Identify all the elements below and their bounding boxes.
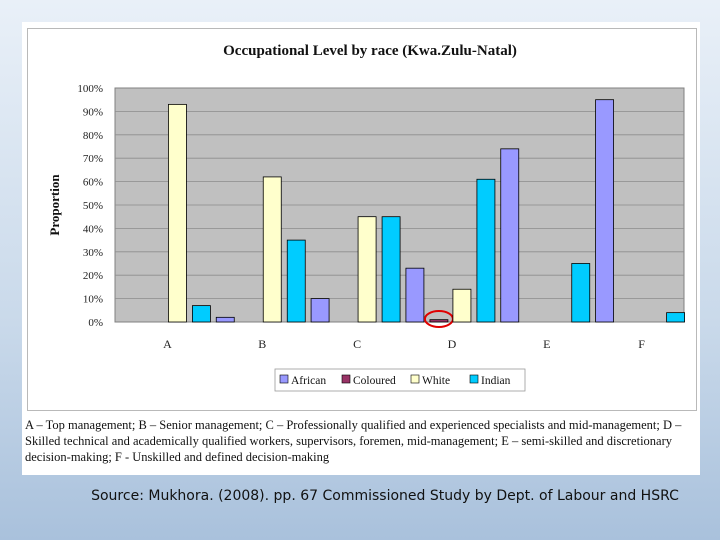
bar-african-D (405, 267, 425, 323)
legend-label-coloured: Coloured (353, 375, 396, 387)
bar-indian-A (192, 305, 211, 323)
legend-swatch-coloured (341, 374, 351, 384)
bar-indian-C (381, 216, 401, 323)
y-tick-label: 60% (83, 177, 103, 189)
y-tick-label: 90% (83, 106, 103, 118)
legend-swatch-african (279, 374, 289, 384)
y-tick-label: 10% (83, 294, 103, 306)
legend-swatch-indian (469, 374, 479, 384)
y-tick-label: 70% (83, 153, 103, 165)
bar-african-F (595, 99, 614, 323)
x-tick-label: A (163, 337, 172, 351)
bar-white-D (452, 288, 472, 323)
y-tick-label: 50% (83, 200, 103, 212)
bar-white-B (262, 176, 282, 323)
y-tick-label: 40% (83, 223, 103, 235)
y-axis-label: Proportion (47, 174, 62, 236)
x-tick-label: C (353, 337, 361, 351)
chart-title: Occupational Level by race (Kwa.Zulu-Nat… (223, 43, 517, 59)
x-tick-label: D (448, 337, 457, 351)
legend-label-african: African (291, 375, 326, 387)
x-tick-label: F (638, 337, 645, 351)
y-tick-label: 100% (77, 83, 103, 95)
legend-label-indian: Indian (481, 375, 511, 387)
legend-label-white: White (422, 375, 450, 387)
legend-swatch-white (410, 374, 420, 384)
bar-white-A (168, 103, 187, 323)
bar-african-B (215, 316, 235, 323)
category-footnote: A – Top management; B – Senior managemen… (25, 418, 682, 464)
x-tick-label: B (258, 337, 266, 351)
bar-african-C (310, 298, 330, 323)
source-caption: Source: Mukhora. (2008). pp. 67 Commissi… (91, 488, 679, 504)
x-tick-label: E (543, 337, 550, 351)
bar-indian-B (286, 239, 306, 323)
y-tick-label: 20% (83, 270, 103, 282)
bar-indian-E (571, 263, 591, 323)
bar-indian-D (476, 178, 496, 323)
bar-indian-F (666, 312, 685, 323)
bar-coloured-D (429, 319, 449, 323)
y-tick-label: 80% (83, 130, 103, 142)
bar-white-C (357, 216, 377, 323)
y-tick-label: 30% (83, 247, 103, 259)
legend-box (274, 368, 526, 392)
y-tick-label: 0% (88, 317, 103, 329)
bar-african-E (500, 148, 520, 323)
